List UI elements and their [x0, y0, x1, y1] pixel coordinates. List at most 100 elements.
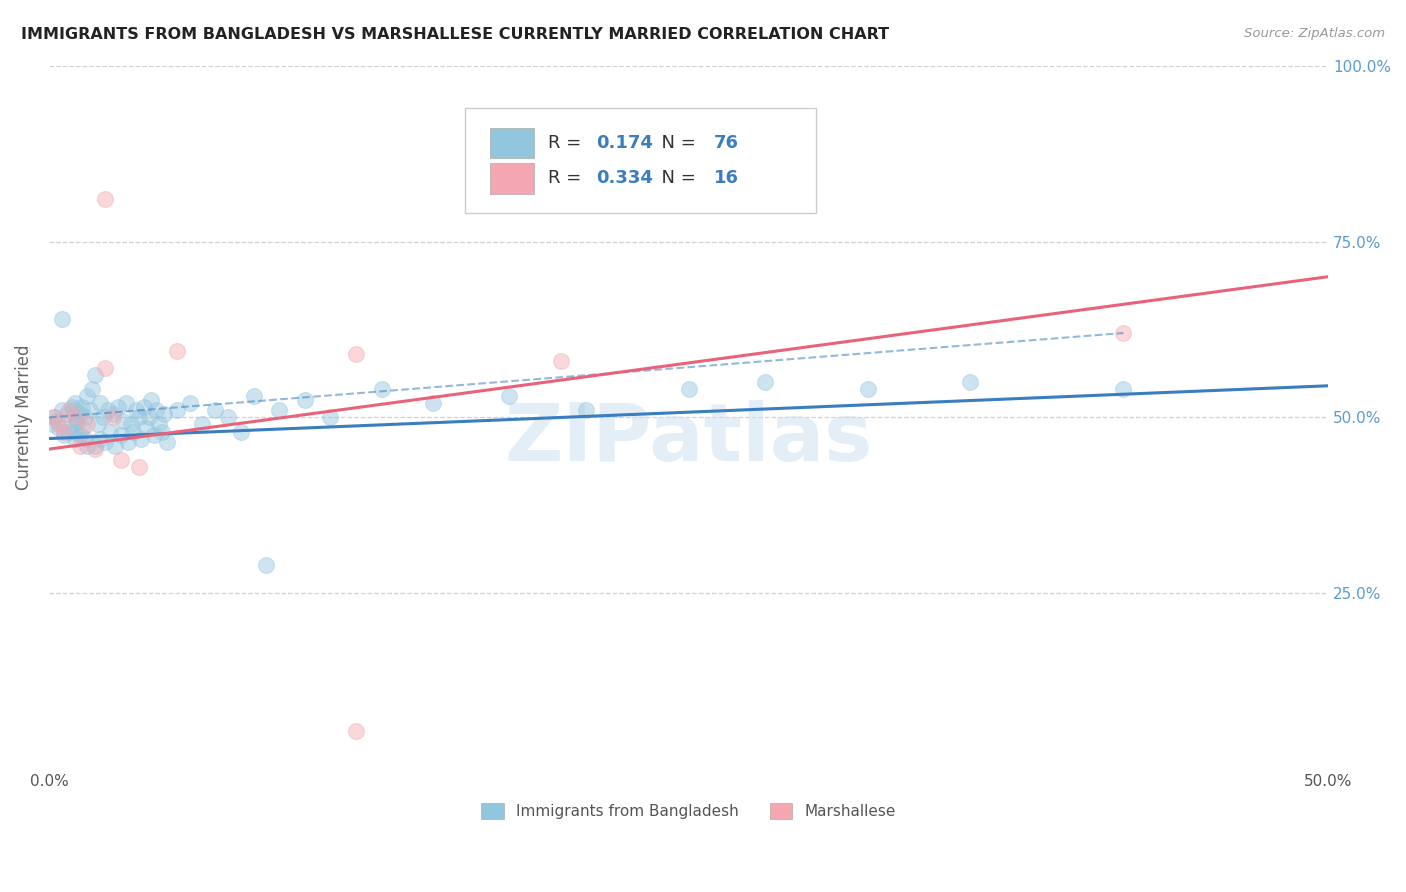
Point: [128, 410, 150, 425]
Point: [82, 382, 104, 396]
Point: [94, 192, 117, 206]
Point: [45, 414, 67, 428]
Text: IMMIGRANTS FROM BANGLADESH VS MARSHALLESE CURRENTLY MARRIED CORRELATION CHART: IMMIGRANTS FROM BANGLADESH VS MARSHALLES…: [21, 27, 889, 42]
Point: [135, 421, 157, 435]
Point: [51, 403, 73, 417]
Point: [70, 400, 93, 414]
Point: [76, 439, 98, 453]
Point: [856, 382, 879, 396]
Point: [42, 410, 65, 425]
Point: [41, 417, 63, 432]
Point: [89, 396, 111, 410]
Point: [294, 392, 316, 407]
Point: [110, 452, 132, 467]
Text: N =: N =: [650, 169, 702, 187]
Text: N =: N =: [650, 134, 702, 152]
Point: [112, 414, 135, 428]
Point: [63, 432, 86, 446]
Point: [153, 407, 176, 421]
Point: [122, 425, 145, 439]
Text: Source: ZipAtlas.com: Source: ZipAtlas.com: [1244, 27, 1385, 40]
Point: [66, 414, 89, 428]
Text: R =: R =: [548, 134, 586, 152]
Point: [132, 400, 155, 414]
Point: [97, 403, 120, 417]
Point: [69, 407, 91, 421]
Point: [63, 425, 86, 439]
Point: [48, 417, 70, 432]
Point: [89, 432, 111, 446]
Text: 76: 76: [714, 134, 740, 152]
Point: [63, 403, 86, 417]
Point: [101, 410, 124, 425]
Text: 0.334: 0.334: [596, 169, 654, 187]
Point: [138, 410, 160, 425]
FancyBboxPatch shape: [465, 108, 817, 213]
Point: [1112, 326, 1135, 340]
Point: [179, 396, 201, 410]
Point: [69, 439, 91, 453]
Point: [344, 347, 367, 361]
Point: [53, 425, 76, 439]
Legend: Immigrants from Bangladesh, Marshallese: Immigrants from Bangladesh, Marshallese: [475, 797, 903, 825]
Point: [69, 428, 91, 442]
Point: [86, 417, 108, 432]
Point: [76, 389, 98, 403]
Point: [104, 439, 127, 453]
Point: [191, 417, 214, 432]
Point: [110, 428, 132, 442]
Point: [84, 439, 107, 453]
FancyBboxPatch shape: [491, 128, 534, 159]
Point: [269, 403, 291, 417]
Text: 0.174: 0.174: [596, 134, 654, 152]
Point: [242, 389, 264, 403]
Point: [204, 403, 226, 417]
Point: [91, 410, 114, 425]
Point: [120, 417, 142, 432]
Point: [58, 403, 80, 417]
Point: [125, 403, 148, 417]
Point: [129, 432, 152, 446]
Point: [141, 392, 163, 407]
Point: [370, 382, 392, 396]
Point: [42, 410, 65, 425]
Text: ZIPatlas: ZIPatlas: [505, 400, 873, 477]
Point: [344, 723, 367, 738]
Point: [84, 442, 107, 456]
Point: [60, 400, 83, 414]
Text: R =: R =: [548, 169, 586, 187]
Point: [128, 459, 150, 474]
Point: [142, 428, 165, 442]
Point: [959, 376, 981, 390]
Point: [94, 361, 117, 376]
Text: 16: 16: [714, 169, 740, 187]
Point: [319, 410, 342, 425]
Point: [550, 354, 572, 368]
Point: [56, 407, 79, 421]
Point: [76, 417, 98, 432]
Point: [1112, 382, 1135, 396]
Point: [53, 428, 76, 442]
Point: [150, 425, 173, 439]
Point: [117, 435, 139, 450]
Point: [100, 425, 122, 439]
Point: [678, 382, 700, 396]
Point: [79, 403, 101, 417]
Point: [156, 435, 179, 450]
Y-axis label: Currently Married: Currently Married: [15, 344, 32, 491]
Point: [114, 396, 136, 410]
Point: [166, 343, 188, 358]
Point: [101, 407, 124, 421]
Point: [217, 410, 239, 425]
Point: [73, 432, 96, 446]
Point: [422, 396, 444, 410]
Point: [754, 376, 776, 390]
Point: [254, 558, 277, 573]
Point: [70, 421, 93, 435]
Point: [498, 389, 520, 403]
Point: [58, 425, 80, 439]
Point: [166, 403, 188, 417]
Point: [575, 403, 598, 417]
Point: [48, 421, 70, 435]
Point: [63, 417, 86, 432]
